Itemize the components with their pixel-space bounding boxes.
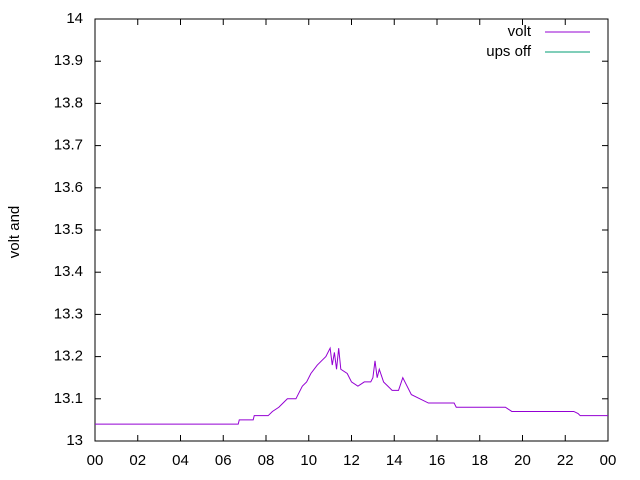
x-tick-label: 06 <box>215 452 232 469</box>
x-tick-label: 22 <box>557 452 574 469</box>
y-axis-label: volt and <box>6 206 23 259</box>
y-tick-label: 13.5 <box>54 221 83 238</box>
y-tick-label: 14 <box>66 10 83 27</box>
x-tick-label: 02 <box>129 452 146 469</box>
x-tick-label: 12 <box>343 452 360 469</box>
x-tick-label: 08 <box>258 452 275 469</box>
y-tick-label: 13.2 <box>54 348 83 365</box>
x-tick-label: 16 <box>429 452 446 469</box>
x-tick-label: 20 <box>514 452 531 469</box>
y-tick-label: 13.4 <box>54 263 83 280</box>
x-tick-label: 04 <box>172 452 189 469</box>
plot-border <box>94 18 609 442</box>
x-tick-label: 00 <box>600 452 617 469</box>
y-tick-label: 13.6 <box>54 179 83 196</box>
x-tick-label: 00 <box>87 452 104 469</box>
y-tick-label: 13.1 <box>54 390 83 407</box>
y-tick-label: 13.3 <box>54 305 83 322</box>
y-tick-label: 13.7 <box>54 137 83 154</box>
data-line <box>95 346 608 425</box>
x-tick-label: 18 <box>471 452 488 469</box>
legend-label: ups off <box>486 43 532 60</box>
x-tick-label: 14 <box>386 452 403 469</box>
y-tick-label: 13.8 <box>54 94 83 111</box>
y-tick-label: 13.9 <box>54 52 83 69</box>
x-tick-label: 10 <box>300 452 317 469</box>
legend-label: volt <box>508 23 532 40</box>
y-tick-label: 13 <box>66 432 83 449</box>
